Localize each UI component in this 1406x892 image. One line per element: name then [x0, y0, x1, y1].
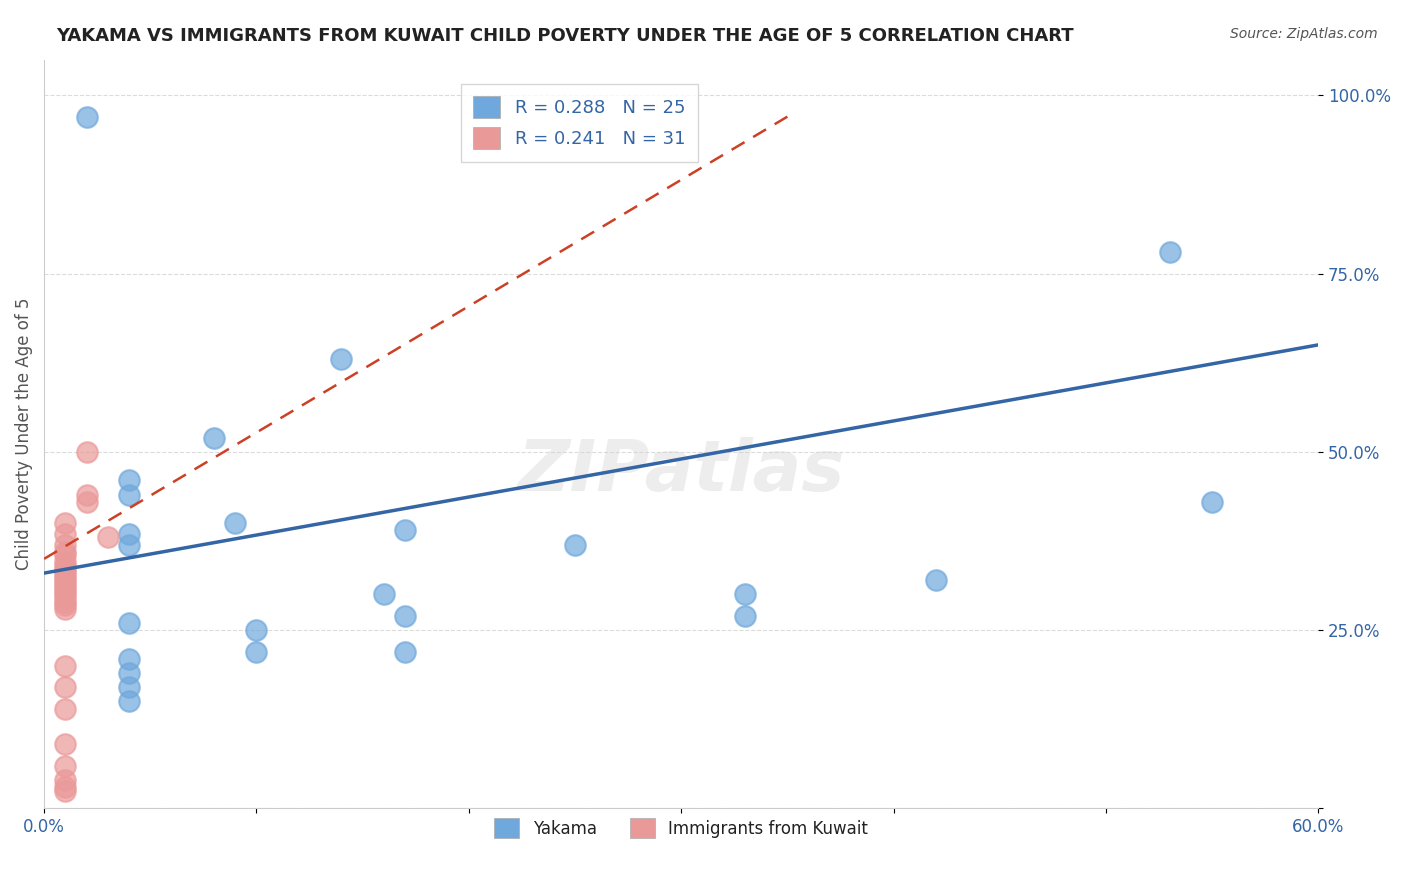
Point	[53, 573, 76, 587]
Point	[925, 573, 948, 587]
Point	[53, 737, 76, 751]
Point	[53, 594, 76, 608]
Point	[118, 527, 141, 541]
Point	[394, 524, 416, 538]
Point	[53, 701, 76, 715]
Point	[53, 680, 76, 694]
Point	[53, 583, 76, 598]
Point	[394, 608, 416, 623]
Point	[76, 445, 98, 459]
Point	[118, 651, 141, 665]
Text: ZIPatlas: ZIPatlas	[517, 437, 845, 506]
Point	[53, 758, 76, 772]
Point	[53, 780, 76, 794]
Point	[118, 474, 141, 488]
Point	[53, 598, 76, 612]
Y-axis label: Child Poverty Under the Age of 5: Child Poverty Under the Age of 5	[15, 298, 32, 570]
Point	[76, 488, 98, 502]
Point	[53, 555, 76, 569]
Point	[76, 110, 98, 124]
Point	[1159, 245, 1181, 260]
Point	[734, 608, 756, 623]
Point	[118, 615, 141, 630]
Point	[53, 783, 76, 797]
Point	[53, 566, 76, 580]
Point	[118, 537, 141, 551]
Point	[53, 548, 76, 562]
Point	[53, 558, 76, 573]
Point	[202, 431, 225, 445]
Point	[53, 580, 76, 594]
Point	[53, 516, 76, 531]
Point	[330, 352, 353, 367]
Point	[118, 694, 141, 708]
Point	[564, 537, 586, 551]
Point	[53, 601, 76, 615]
Point	[53, 587, 76, 601]
Point	[245, 623, 267, 637]
Point	[53, 562, 76, 576]
Point	[394, 644, 416, 658]
Point	[373, 587, 395, 601]
Point	[53, 544, 76, 558]
Point	[53, 591, 76, 605]
Point	[97, 531, 120, 545]
Point	[118, 680, 141, 694]
Point	[118, 665, 141, 680]
Text: Source: ZipAtlas.com: Source: ZipAtlas.com	[1230, 27, 1378, 41]
Legend: Yakama, Immigrants from Kuwait: Yakama, Immigrants from Kuwait	[488, 812, 875, 845]
Point	[734, 587, 756, 601]
Point	[53, 658, 76, 673]
Point	[53, 527, 76, 541]
Text: YAKAMA VS IMMIGRANTS FROM KUWAIT CHILD POVERTY UNDER THE AGE OF 5 CORRELATION CH: YAKAMA VS IMMIGRANTS FROM KUWAIT CHILD P…	[56, 27, 1074, 45]
Point	[224, 516, 246, 531]
Point	[53, 537, 76, 551]
Point	[118, 488, 141, 502]
Point	[53, 772, 76, 787]
Point	[1201, 495, 1223, 509]
Point	[245, 644, 267, 658]
Point	[76, 495, 98, 509]
Point	[53, 569, 76, 583]
Point	[53, 576, 76, 591]
